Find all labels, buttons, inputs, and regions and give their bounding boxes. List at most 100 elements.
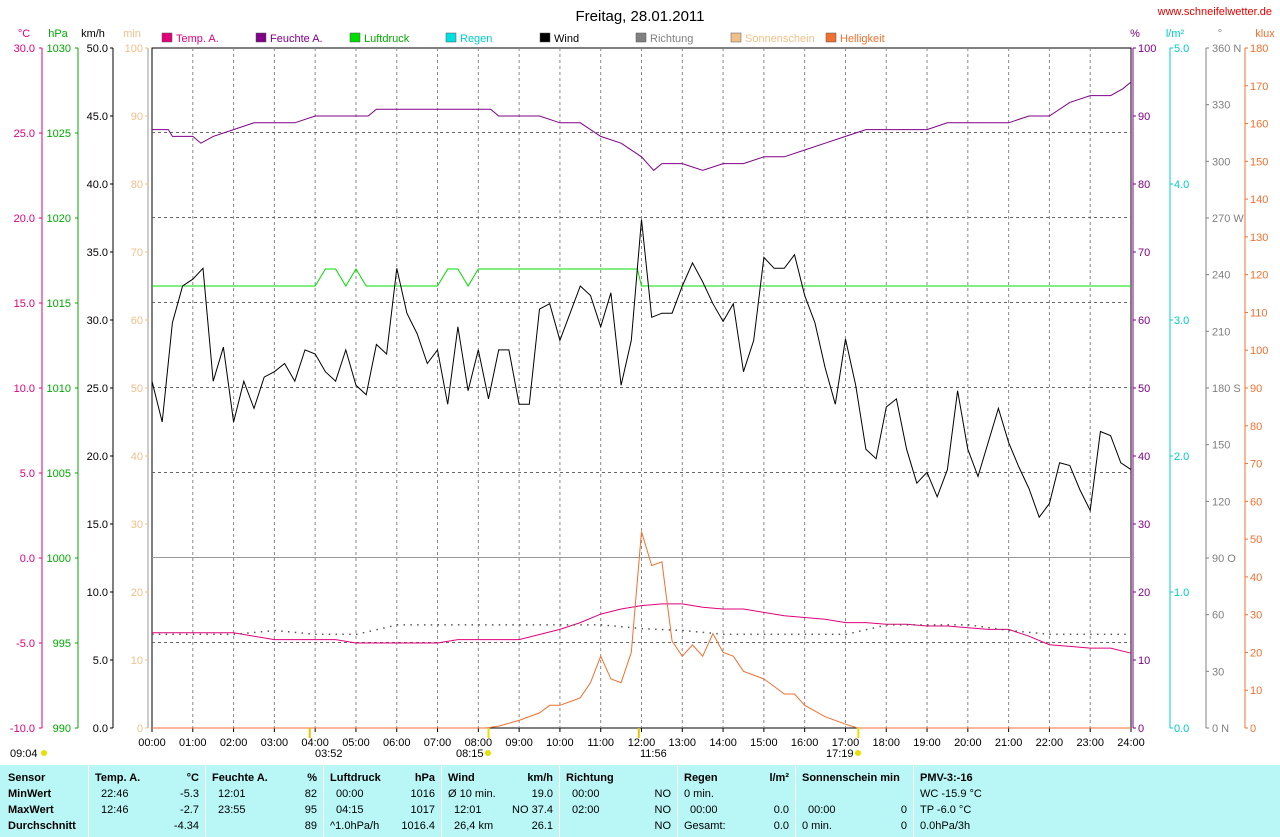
direction-point — [219, 633, 222, 636]
sunshine-tick-label: 20 — [131, 587, 143, 599]
x-tick-label: 16:00 — [791, 737, 819, 749]
direction-point — [226, 633, 229, 636]
temp-tick-label: -10.0 — [10, 723, 35, 735]
temp-tick-label: 0.0 — [20, 553, 35, 565]
helligkeit-line — [152, 531, 1131, 729]
x-tick-label: 21:00 — [995, 737, 1023, 749]
direction-point — [471, 624, 474, 626]
chart-title: Freitag, 28.01.2011 — [576, 8, 705, 25]
luftdruck-line — [152, 268, 1131, 287]
direction-point — [981, 626, 983, 628]
legend-label: Helligkeit — [840, 33, 885, 45]
temp-a-line — [152, 603, 1132, 654]
direction-point — [709, 632, 711, 634]
direction-point — [702, 631, 705, 634]
direction-tick-label: 270 W — [1212, 213, 1244, 225]
direction-point — [614, 625, 616, 627]
direction-point — [845, 633, 847, 636]
direction-point — [777, 633, 779, 636]
rain-tick-label: 3.0 — [1174, 315, 1189, 327]
humidity-tick-label: 10 — [1138, 655, 1150, 667]
x-tick-label: 17:00 — [832, 737, 860, 749]
brightness-axis-unit: klux — [1255, 28, 1275, 40]
sunshine-avg: 0 — [900, 820, 907, 832]
stats-label-max: MaxWert — [8, 804, 54, 816]
direction-point — [954, 624, 956, 626]
direction-point — [593, 624, 596, 626]
rain-max: 0.0 — [773, 804, 789, 816]
direction-point — [525, 624, 528, 626]
temp-tick-label: 15.0 — [14, 298, 35, 310]
direction-point — [600, 624, 603, 626]
direction-point — [403, 624, 406, 626]
brightness-tick-label: 120 — [1250, 270, 1268, 282]
direction-point — [573, 624, 576, 626]
x-tick-label: 20:00 — [954, 737, 982, 749]
x-tick-label: 05:00 — [342, 737, 370, 749]
direction-point — [743, 633, 745, 636]
direction-point — [315, 633, 317, 636]
direction-point — [437, 624, 440, 626]
humidity-tick-label: 20 — [1138, 587, 1150, 599]
pressure-unit: hPa — [414, 772, 435, 784]
brightness-tick-label: 110 — [1250, 307, 1268, 319]
direction-point — [287, 631, 290, 633]
direction-tick-label: 330 — [1212, 100, 1230, 112]
direction-tick-label: 240 — [1212, 270, 1230, 282]
direction-tick-label: 60 — [1212, 610, 1224, 622]
direction-point — [539, 624, 542, 626]
direction-point — [607, 624, 610, 627]
humidity-axis-unit: % — [1130, 28, 1140, 40]
temp-tick-label: 5.0 — [20, 468, 35, 480]
pressure-tick-label: 990 — [53, 723, 71, 735]
direction-point — [750, 633, 752, 636]
temp-min-time: 22:46 — [101, 788, 129, 800]
brightness-tick-label: 0 — [1250, 723, 1256, 735]
humidity-tick-label: 90 — [1138, 111, 1150, 123]
stats-col-wind: Wind km/h Ø 10 min. 19.0 12:01 NO 37.4 2… — [442, 765, 560, 837]
stats-col-pmv: PMV-3:-16 WC -15.9 °C TP -6.0 °C 0.0hPa/… — [914, 765, 1280, 837]
direction-point — [1103, 633, 1106, 636]
sunrise-icon — [485, 750, 491, 756]
direction-point — [682, 629, 684, 632]
x-tick-label: 23:00 — [1076, 737, 1104, 749]
stats-col-humidity: Feuchte A. % 12:01 82 23:55 95 89 — [206, 765, 324, 837]
x-tick-label: 01:00 — [179, 737, 207, 749]
direction-point — [675, 629, 677, 631]
weather-chart: Freitag, 28.01.2011 www.schneifelwetter.… — [10, 6, 1275, 760]
website-label: www.schneifelwetter.de — [1157, 6, 1272, 18]
direction-point — [1008, 629, 1011, 632]
direction-point — [233, 633, 236, 636]
brightness-tick-label: 130 — [1250, 232, 1268, 244]
direction-point — [206, 633, 208, 636]
direction-point — [1090, 633, 1092, 636]
feuchte-a-line — [152, 81, 1132, 172]
x-tick-label: 14:00 — [709, 737, 737, 749]
x-tick-label: 15:00 — [750, 737, 778, 749]
direction-point — [172, 633, 174, 636]
pressure-tick-label: 995 — [53, 638, 71, 650]
rain-avg: 0.0 — [773, 820, 789, 832]
sunshine-avg-label: 0 min. — [802, 820, 832, 832]
direction-point — [947, 624, 949, 626]
wind-tick-label: 5.0 — [93, 655, 108, 667]
temp-axis-unit: °C — [18, 28, 30, 40]
humidity-min-time: 12:01 — [218, 788, 246, 800]
left-axes: 30.025.020.015.010.05.00.0-5.0-10.010301… — [10, 43, 149, 735]
legend-swatch — [635, 32, 647, 43]
direction-point — [389, 625, 392, 628]
x-tick-label: 12:00 — [628, 737, 656, 749]
direction-point — [920, 624, 922, 626]
direction-point — [763, 633, 766, 636]
wind-unit: km/h — [527, 772, 553, 784]
direction-point — [213, 633, 215, 636]
wind-max: NO 37.4 — [512, 804, 553, 816]
direction-point — [961, 624, 963, 626]
direction-point — [1042, 632, 1045, 635]
pressure-max-time: 04:15 — [336, 804, 364, 816]
direction-point — [893, 624, 895, 626]
direction-point — [247, 632, 249, 634]
x-tick-label: 22:00 — [1036, 737, 1064, 749]
pmv-pressure-trend: 0.0hPa/3h — [920, 820, 971, 832]
direction-point — [811, 633, 813, 636]
